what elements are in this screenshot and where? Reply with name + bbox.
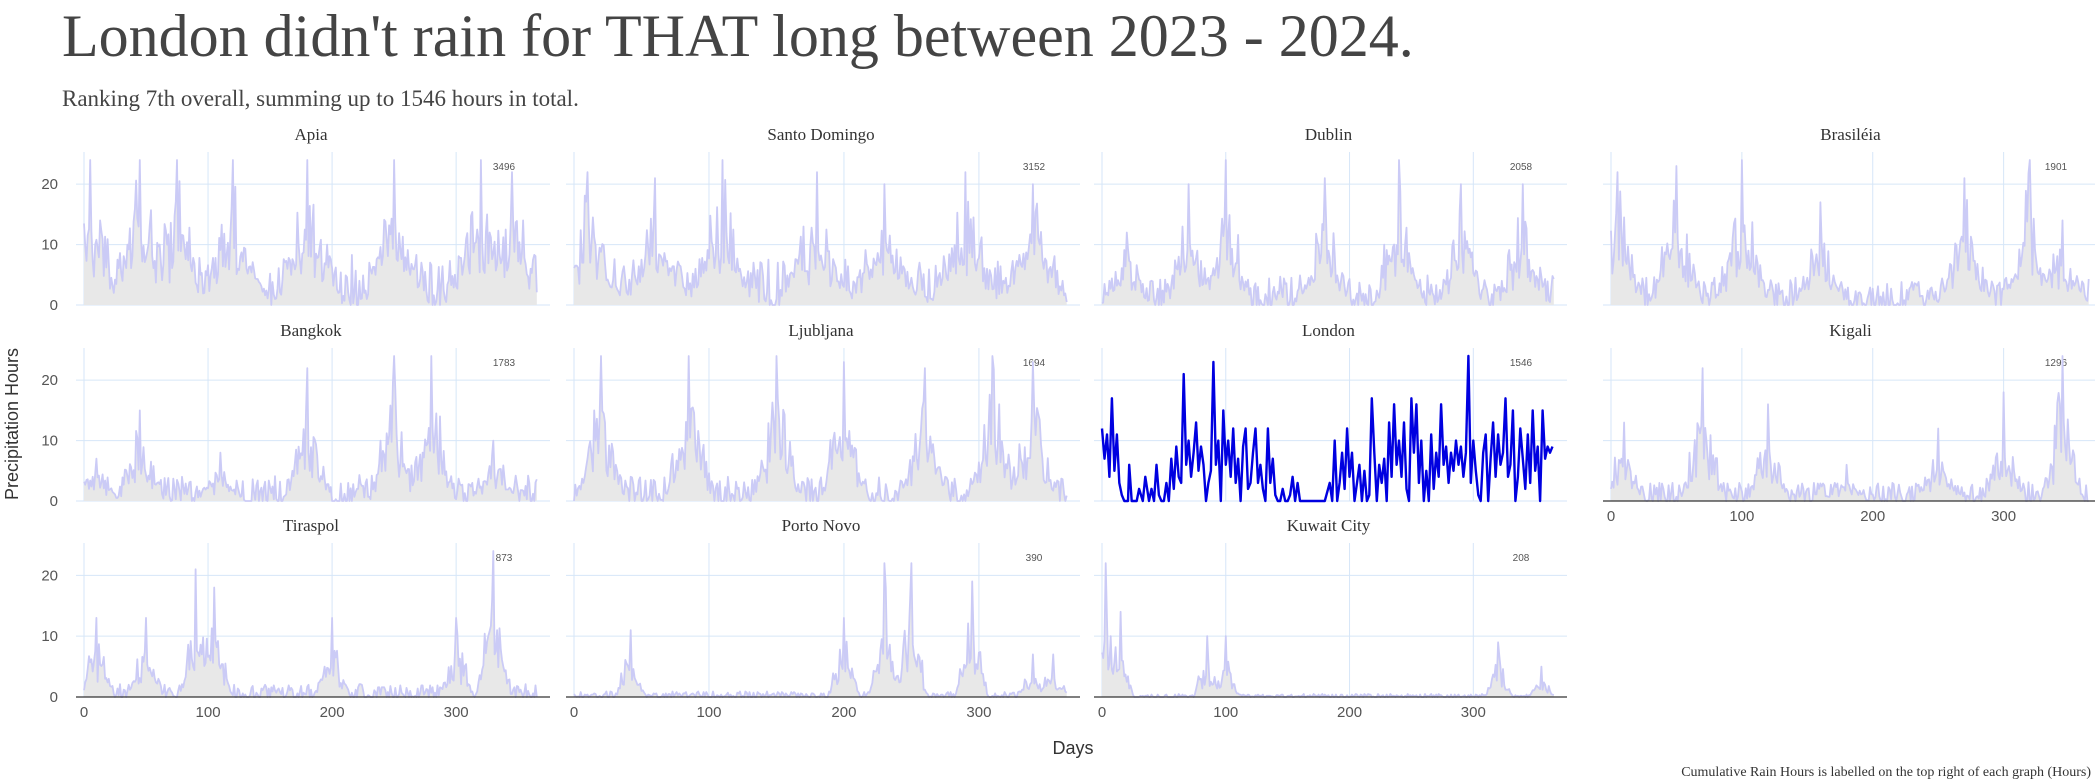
x-tick-label: 100 (196, 704, 221, 721)
panel-porto-novo: Porto Novo 390 0 100 200 300 (566, 516, 1080, 721)
y-tick-label: 20 (41, 567, 58, 584)
panel-bangkok: Bangkok 1783 0 10 20 (41, 321, 550, 510)
panel-title: Ljubljana (788, 321, 854, 340)
series-area (1102, 160, 1554, 305)
panel-title: Tiraspol (283, 516, 339, 535)
cumulative-hours-label: 2058 (1510, 162, 1533, 173)
panel-kuwait-city: Kuwait City 208 0 100 200 300 (1094, 516, 1567, 721)
chart-title: London didn't rain for THAT long between… (62, 3, 1414, 69)
x-tick-label: 300 (966, 704, 991, 721)
series-line-brasileia (1610, 159, 2090, 306)
panel-london: London 1546 (1094, 321, 1567, 503)
series-line-bangkok (83, 355, 538, 502)
series-area (574, 563, 1067, 697)
panel-ljubljana: Ljubljana 1694 (566, 321, 1080, 502)
panel-title: Santo Domingo (767, 125, 874, 144)
x-tick-label: 100 (696, 704, 721, 721)
x-tick-label: 0 (80, 704, 88, 721)
x-tick-label: 100 (1213, 704, 1238, 721)
x-tick-label: 0 (570, 704, 578, 721)
panel-title: Bangkok (280, 321, 342, 340)
panel-title: Brasiléia (1820, 125, 1881, 144)
y-tick-label: 10 (41, 237, 58, 254)
x-tick-label: 200 (1860, 508, 1885, 525)
x-tick-label: 200 (320, 704, 345, 721)
series-line-apia (83, 159, 538, 306)
series-line-porto-novo (573, 562, 1068, 698)
cumulative-hours-label: 873 (496, 553, 513, 564)
panel-apia: Apia 3496 0 10 20 (41, 125, 550, 314)
cumulative-hours-label: 1783 (493, 358, 516, 369)
x-tick-label: 0 (1607, 508, 1615, 525)
panel-dublin: Dublin 2058 (1094, 125, 1567, 306)
y-tick-label: 10 (41, 433, 58, 450)
series-line-kigali (1610, 355, 2089, 502)
cumulative-hours-label: 390 (1026, 553, 1043, 564)
panel-title: Kuwait City (1287, 516, 1371, 535)
series-line-dublin (1101, 159, 1555, 306)
cumulative-hours-label: 1546 (1510, 358, 1533, 369)
chart-subtitle: Ranking 7th overall, summing up to 1546 … (62, 86, 579, 111)
cumulative-hours-label: 3152 (1023, 162, 1046, 173)
panel-title: London (1302, 321, 1355, 340)
y-axis-title: Precipitation Hours (2, 348, 22, 500)
y-tick-label: 0 (50, 297, 58, 314)
series-area (84, 551, 537, 697)
cumulative-hours-label: 3496 (493, 162, 516, 173)
series-line-tiraspol (83, 550, 538, 698)
x-tick-label: 0 (1098, 704, 1106, 721)
x-tick-label: 100 (1729, 508, 1754, 525)
series-line-santo-domingo (573, 159, 1068, 306)
series-area (574, 356, 1067, 501)
x-tick-label: 300 (1461, 704, 1486, 721)
y-tick-label: 10 (41, 628, 58, 645)
panel-title: Kigali (1829, 321, 1872, 340)
cumulative-hours-label: 1901 (2045, 162, 2068, 173)
x-tick-label: 200 (831, 704, 856, 721)
cumulative-hours-label: 1296 (2045, 358, 2068, 369)
y-tick-label: 20 (41, 372, 58, 389)
panel-title: Dublin (1305, 125, 1353, 144)
x-tick-label: 200 (1337, 704, 1362, 721)
series-area (1611, 160, 2089, 305)
panel-santo-domingo: Santo Domingo 3152 (566, 125, 1080, 306)
x-tick-label: 300 (444, 704, 469, 721)
x-axis-title: Days (1052, 738, 1093, 758)
y-tick-label: 0 (50, 493, 58, 510)
panel-title: Apia (294, 125, 328, 144)
series-line-london (1100, 354, 1554, 503)
series-line-kuwait-city (1101, 562, 1555, 698)
panel-kigali: Kigali 1296 0 100 200 300 (1603, 321, 2095, 525)
chart-caption: Cumulative Rain Hours is labelled on the… (1681, 765, 2091, 780)
panel-title: Porto Novo (782, 516, 861, 535)
cumulative-hours-label: 1694 (1023, 358, 1046, 369)
series-area (1102, 563, 1554, 697)
cumulative-hours-label: 208 (1513, 553, 1530, 564)
panel-brasileia: Brasiléia 1901 (1603, 125, 2095, 306)
x-tick-label: 300 (1991, 508, 2016, 525)
series-line-ljubljana (573, 355, 1068, 502)
y-tick-label: 0 (50, 689, 58, 706)
y-tick-label: 20 (41, 176, 58, 193)
series-area (84, 356, 537, 501)
